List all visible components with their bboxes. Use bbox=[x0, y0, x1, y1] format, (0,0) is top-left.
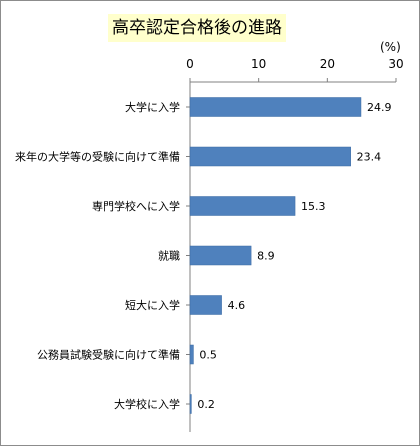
value-label: 4.6 bbox=[228, 299, 246, 312]
category-label: 短大に入学 bbox=[125, 298, 180, 312]
category-label: 大学に入学 bbox=[125, 100, 180, 114]
value-label: 23.4 bbox=[357, 151, 382, 164]
category-label: 大学校に入学 bbox=[114, 397, 180, 411]
value-label: 0.5 bbox=[199, 349, 217, 362]
category-label: 就職 bbox=[158, 249, 180, 263]
bar bbox=[189, 344, 194, 365]
bar bbox=[189, 146, 351, 167]
bar bbox=[189, 245, 252, 266]
x-tick-label: 0 bbox=[186, 57, 194, 71]
x-tick-label: 20 bbox=[320, 57, 335, 71]
bar bbox=[189, 295, 222, 315]
value-label: 8.9 bbox=[257, 250, 275, 263]
category-label: 公務員試験受験に向けて準備 bbox=[37, 348, 180, 362]
bar bbox=[189, 394, 192, 414]
value-label: 15.3 bbox=[301, 200, 326, 213]
category-label: 来年の大学等の受験に向けて準備 bbox=[15, 150, 180, 164]
x-tick-label: 30 bbox=[388, 57, 403, 71]
value-label: 0.2 bbox=[197, 398, 215, 411]
bar bbox=[189, 97, 362, 117]
x-tick-label: 10 bbox=[251, 57, 266, 71]
unit-label: (%) bbox=[380, 40, 401, 54]
category-label: 専門学校へに入学 bbox=[92, 199, 180, 213]
value-label: 24.9 bbox=[367, 101, 392, 114]
chart-title: 高卒認定合格後の進路 bbox=[108, 14, 286, 42]
bar bbox=[189, 196, 296, 216]
